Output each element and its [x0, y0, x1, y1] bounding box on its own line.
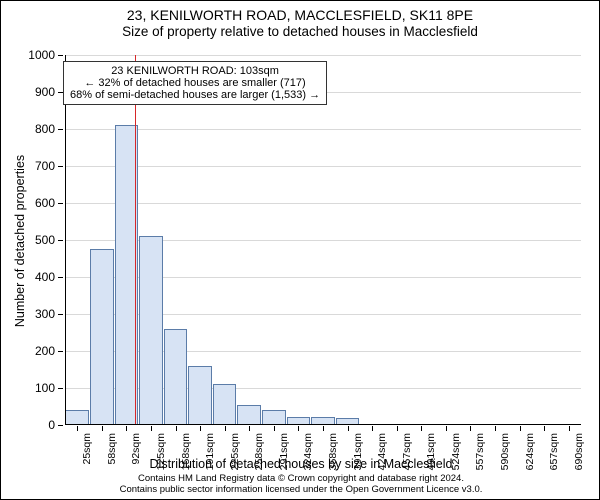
histogram-bar — [262, 410, 286, 425]
title-block: 23, KENILWORTH ROAD, MACCLESFIELD, SK11 … — [1, 1, 599, 39]
y-tick — [58, 203, 63, 204]
y-tick-label: 1000 — [28, 48, 55, 62]
y-tick-label: 700 — [35, 159, 55, 173]
y-tick-label: 900 — [35, 85, 55, 99]
y-tick-label: 300 — [35, 307, 55, 321]
title-main: 23, KENILWORTH ROAD, MACCLESFIELD, SK11 … — [1, 7, 599, 23]
y-tick — [58, 277, 63, 278]
title-sub: Size of property relative to detached ho… — [1, 24, 599, 39]
info-line-1: 23 KENILWORTH ROAD: 103sqm — [70, 65, 320, 77]
highlight-line — [135, 55, 136, 425]
x-tick — [372, 426, 373, 431]
chart-container: 23, KENILWORTH ROAD, MACCLESFIELD, SK11 … — [0, 0, 600, 500]
y-tick — [58, 129, 63, 130]
y-axis — [65, 55, 66, 425]
info-line-3: 68% of semi-detached houses are larger (… — [70, 89, 320, 101]
x-tick — [77, 426, 78, 431]
x-tick — [323, 426, 324, 431]
gridline — [65, 166, 581, 167]
histogram-bar — [90, 249, 114, 425]
x-tick — [249, 426, 250, 431]
histogram-bar — [188, 366, 212, 425]
y-tick-label: 200 — [35, 344, 55, 358]
x-tick — [544, 426, 545, 431]
x-tick — [446, 426, 447, 431]
y-tick-label: 100 — [35, 381, 55, 395]
gridline — [65, 55, 581, 56]
x-tick — [348, 426, 349, 431]
y-tick — [58, 240, 63, 241]
y-tick-label: 500 — [35, 233, 55, 247]
histogram-bar — [237, 405, 261, 425]
y-tick — [58, 388, 63, 389]
y-tick-label: 800 — [35, 122, 55, 136]
x-tick — [298, 426, 299, 431]
x-tick — [470, 426, 471, 431]
gridline — [65, 129, 581, 130]
y-axis-label: Number of detached properties — [13, 155, 27, 327]
x-tick — [569, 426, 570, 431]
x-tick — [520, 426, 521, 431]
y-tick — [58, 55, 63, 56]
x-axis-label: Distribution of detached houses by size … — [1, 457, 600, 471]
histogram-bar — [139, 236, 163, 425]
plot-area: 0100200300400500600700800900100025sqm58s… — [65, 55, 581, 425]
x-tick — [126, 426, 127, 431]
histogram-bar — [213, 384, 237, 425]
info-line-2: ← 32% of detached houses are smaller (71… — [70, 77, 320, 89]
x-tick — [200, 426, 201, 431]
info-box: 23 KENILWORTH ROAD: 103sqm ← 32% of deta… — [63, 61, 327, 105]
y-tick — [58, 166, 63, 167]
x-tick — [495, 426, 496, 431]
gridline — [65, 203, 581, 204]
y-tick — [58, 425, 63, 426]
y-tick — [58, 351, 63, 352]
histogram-bar — [164, 329, 188, 425]
attribution: Contains HM Land Registry data © Crown c… — [1, 474, 600, 496]
x-tick — [397, 426, 398, 431]
y-tick-label: 600 — [35, 196, 55, 210]
x-tick — [274, 426, 275, 431]
x-tick — [421, 426, 422, 431]
x-axis — [65, 424, 581, 425]
y-tick — [58, 314, 63, 315]
attribution-line-2: Contains public sector information licen… — [1, 485, 600, 496]
y-tick-label: 400 — [35, 270, 55, 284]
histogram-bar — [65, 410, 89, 425]
x-tick — [102, 426, 103, 431]
y-tick-label: 0 — [48, 418, 55, 432]
x-tick — [225, 426, 226, 431]
chart-area: 0100200300400500600700800900100025sqm58s… — [65, 55, 581, 425]
x-tick — [151, 426, 152, 431]
x-tick — [176, 426, 177, 431]
